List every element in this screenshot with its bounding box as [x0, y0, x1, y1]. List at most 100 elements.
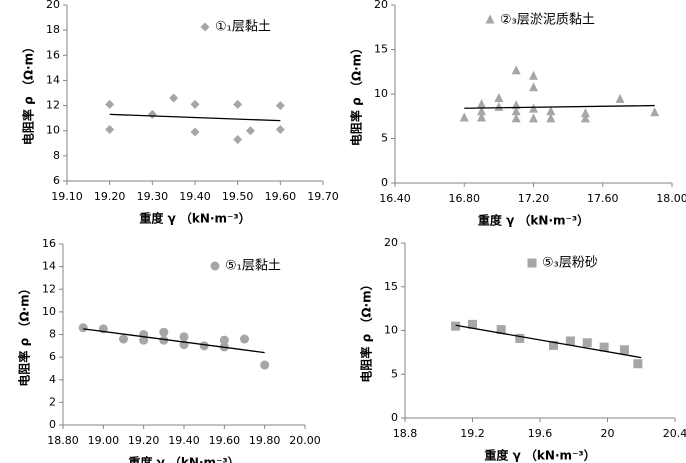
point: [615, 93, 625, 103]
x-tick-label: 19.60: [265, 190, 297, 203]
y-tick-label: 15: [384, 280, 398, 293]
point: [105, 124, 115, 134]
x-tick-label: 19.10: [51, 190, 83, 203]
y-axis-title: 电阻率 ρ （Ω·m）: [349, 42, 364, 146]
legend-label: ⑤₁层黏土: [225, 258, 281, 274]
x-tick-label: 18.00: [656, 192, 686, 205]
legend-marker: [527, 258, 537, 268]
trendline: [109, 113, 281, 122]
point: [477, 112, 487, 122]
x-axis-title: 重度 γ （kN·m⁻³）: [478, 213, 589, 228]
legend-marker: [485, 14, 495, 24]
y-tick-label: 18: [46, 23, 60, 36]
y-tick-label: 20: [384, 236, 398, 249]
point: [190, 99, 200, 109]
point: [233, 135, 243, 145]
y-tick-label: 6: [49, 350, 56, 363]
point: [240, 334, 249, 344]
point: [78, 323, 88, 333]
legend-marker: [200, 22, 210, 32]
point: [199, 341, 209, 351]
y-tick-label: 8: [53, 149, 60, 162]
x-tick-label: 19.6: [528, 427, 553, 440]
legend-marker: [210, 261, 220, 271]
point: [179, 332, 189, 342]
y-tick-label: 15: [374, 43, 388, 56]
point: [139, 335, 149, 345]
y-tick-label: 20: [46, 0, 60, 11]
x-tick-label: 19.30: [137, 190, 169, 203]
y-tick-label: 10: [384, 324, 398, 337]
y-axis-title: 电阻率 ρ （Ω·m）: [21, 41, 36, 145]
x-tick-label: 19.50: [222, 190, 254, 203]
point: [159, 327, 169, 337]
point: [147, 109, 157, 119]
point: [245, 126, 255, 136]
y-tick-label: 10: [46, 124, 60, 137]
y-tick-label: 8: [49, 328, 56, 341]
point: [633, 359, 643, 369]
point: [546, 106, 556, 116]
y-tick-label: 0: [391, 411, 398, 424]
y-tick-label: 10: [374, 87, 388, 100]
x-axis-title: 重度 γ （kN·m⁻³）: [484, 448, 595, 463]
point: [529, 82, 538, 92]
y-tick-label: 10: [42, 305, 56, 318]
legend-label: ①₁层黏土: [215, 19, 271, 35]
y-tick-label: 0: [381, 176, 388, 189]
point: [459, 112, 469, 122]
point: [219, 335, 229, 345]
x-tick-label: 20.4: [663, 427, 686, 440]
y-tick-label: 5: [381, 132, 388, 145]
x-tick-label: 19.20: [128, 434, 160, 447]
point: [190, 127, 200, 137]
y-tick-label: 16: [42, 237, 56, 250]
point: [582, 338, 592, 348]
trendline: [83, 328, 265, 354]
x-tick-label: 19.20: [94, 190, 126, 203]
x-tick-label: 19.40: [168, 434, 200, 447]
point: [275, 124, 285, 134]
x-tick-label: 19.60: [209, 434, 241, 447]
point: [159, 335, 169, 345]
point: [169, 93, 179, 103]
x-tick-label: 16.80: [449, 192, 481, 205]
y-axis-title: 电阻率 ρ （Ω·m）: [17, 282, 32, 386]
point: [529, 70, 538, 80]
point: [275, 101, 285, 111]
point: [580, 108, 590, 118]
point: [549, 340, 558, 350]
point: [233, 99, 243, 109]
point: [580, 113, 590, 123]
x-tick-label: 17.60: [587, 192, 619, 205]
y-tick-label: 4: [49, 373, 56, 386]
legend-label: ⑤₃层粉砂: [542, 256, 598, 271]
x-axis-title: 重度 γ （kN·m⁻³）: [139, 211, 250, 226]
point: [468, 319, 477, 329]
trendline: [455, 324, 642, 359]
point: [496, 325, 506, 335]
point: [565, 336, 575, 346]
point: [515, 333, 525, 343]
point: [119, 334, 128, 344]
y-tick-label: 12: [46, 99, 60, 112]
point: [529, 113, 538, 123]
point: [494, 92, 504, 102]
point: [511, 65, 521, 75]
x-tick-label: 19.70: [307, 190, 339, 203]
x-tick-label: 19.00: [88, 434, 120, 447]
point: [511, 106, 521, 116]
y-tick-label: 14: [42, 260, 56, 273]
x-tick-label: 19.40: [179, 190, 211, 203]
point: [529, 103, 538, 113]
point: [477, 106, 487, 116]
y-tick-label: 5: [391, 367, 398, 380]
trendline: [464, 104, 655, 109]
y-tick-label: 20: [374, 0, 388, 11]
x-tick-label: 18.8: [393, 427, 418, 440]
point: [546, 113, 556, 123]
y-tick-label: 0: [49, 418, 56, 431]
point: [477, 99, 487, 109]
